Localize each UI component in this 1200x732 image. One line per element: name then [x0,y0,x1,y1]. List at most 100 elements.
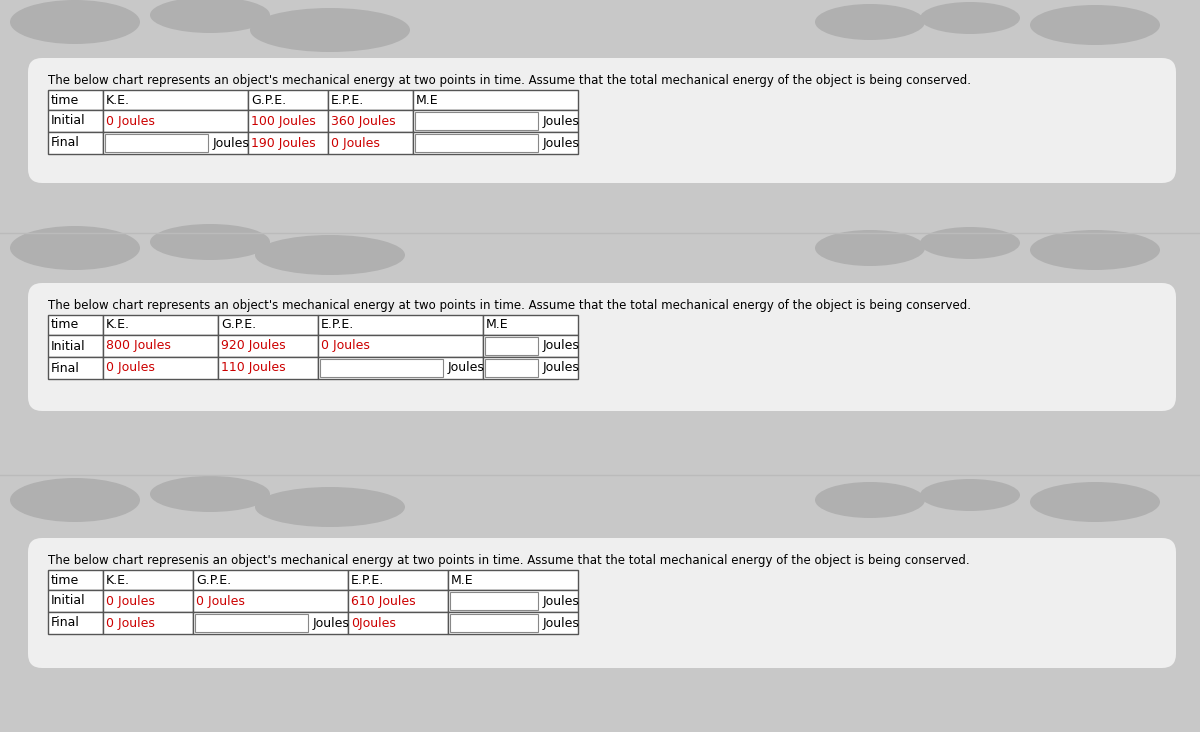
Bar [413,132,578,154]
Bar [193,612,348,634]
Text: time: time [50,318,79,332]
Bar [193,590,348,612]
Bar [318,335,482,357]
Ellipse shape [10,0,140,44]
Ellipse shape [10,478,140,522]
Bar [485,359,538,377]
Bar [103,612,193,634]
Text: Initial: Initial [50,114,85,127]
Text: 0 Joules: 0 Joules [322,340,370,353]
Text: Joules: Joules [542,362,580,375]
Text: M.E: M.E [486,318,509,332]
Bar [413,90,578,110]
Bar [248,90,328,110]
Bar [193,570,348,590]
Bar [348,612,448,634]
Bar [48,612,103,634]
Text: Joules: Joules [214,136,250,149]
Ellipse shape [920,227,1020,259]
Text: Joules: Joules [313,616,350,630]
Text: 0 Joules: 0 Joules [106,616,155,630]
Bar [103,335,218,357]
Text: time: time [50,94,79,106]
Text: 0 Joules: 0 Joules [331,136,380,149]
Text: Joules: Joules [542,340,580,353]
Bar [448,570,578,590]
Bar [48,132,103,154]
Bar [218,315,318,335]
Bar [482,335,578,357]
Ellipse shape [815,4,925,40]
Bar [415,112,538,130]
Text: 0 Joules: 0 Joules [106,594,155,608]
Text: Final: Final [50,362,80,375]
Text: Joules: Joules [448,362,485,375]
Bar [218,357,318,379]
Text: 0Joules: 0Joules [352,616,396,630]
Ellipse shape [1030,230,1160,270]
Text: The below chart represents an object's mechanical energy at two points in time. : The below chart represents an object's m… [48,74,971,87]
Bar [413,110,578,132]
Bar [103,570,193,590]
Bar [328,90,413,110]
Bar [103,590,193,612]
Text: Final: Final [50,616,80,630]
Bar [103,132,248,154]
Bar [248,110,328,132]
Bar [103,357,218,379]
Bar [48,357,103,379]
Text: Joules: Joules [542,136,580,149]
Bar [218,335,318,357]
Bar [48,110,103,132]
Text: Initial: Initial [50,340,85,353]
Ellipse shape [256,235,406,275]
Text: M.E: M.E [451,573,474,586]
Bar [48,90,103,110]
Text: Joules: Joules [542,616,580,630]
Ellipse shape [250,8,410,52]
Ellipse shape [920,2,1020,34]
Text: time: time [50,573,79,586]
Ellipse shape [815,482,925,518]
Bar [448,612,578,634]
Ellipse shape [920,479,1020,511]
Text: 100 Joules: 100 Joules [251,114,316,127]
Text: E.P.E.: E.P.E. [352,573,384,586]
Text: 0 Joules: 0 Joules [106,362,155,375]
Text: K.E.: K.E. [106,573,130,586]
Text: 110 Joules: 110 Joules [221,362,286,375]
Text: Joules: Joules [542,594,580,608]
Bar [482,357,578,379]
Text: 920 Joules: 920 Joules [221,340,286,353]
Text: 800 Joules: 800 Joules [106,340,170,353]
Bar [103,315,218,335]
Bar [318,315,482,335]
Bar [248,132,328,154]
Text: G.P.E.: G.P.E. [196,573,232,586]
Text: E.P.E.: E.P.E. [322,318,354,332]
Text: 190 Joules: 190 Joules [251,136,316,149]
Bar [48,335,103,357]
Text: Final: Final [50,136,80,149]
Bar [415,134,538,152]
Ellipse shape [1030,5,1160,45]
Text: Joules: Joules [542,114,580,127]
Text: The below chart represenis an object's mechanical energy at two points in time. : The below chart represenis an object's m… [48,554,970,567]
Ellipse shape [256,487,406,527]
Bar [103,110,248,132]
Bar [48,315,103,335]
Bar [328,132,413,154]
FancyBboxPatch shape [28,283,1176,411]
Text: E.P.E.: E.P.E. [331,94,365,106]
Bar [450,614,538,632]
Text: 0 Joules: 0 Joules [196,594,245,608]
Bar [48,590,103,612]
Text: 610 Joules: 610 Joules [352,594,415,608]
Bar [318,357,482,379]
FancyBboxPatch shape [28,538,1176,668]
Ellipse shape [10,226,140,270]
Text: G.P.E.: G.P.E. [221,318,256,332]
Bar [194,614,308,632]
Bar [450,592,538,610]
Bar [348,570,448,590]
